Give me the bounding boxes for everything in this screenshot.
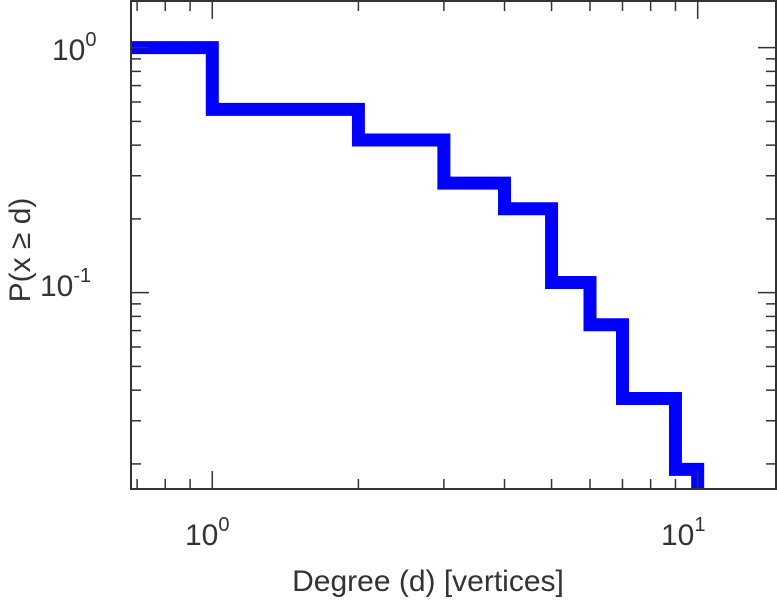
minor-ticks	[131, 1, 776, 489]
x-tick-label-1: 100	[185, 514, 230, 552]
x-tick-label-10: 101	[661, 514, 706, 552]
series-line	[131, 41, 705, 489]
major-ticks	[131, 1, 776, 489]
y-axis-label: P(x ≥ d)	[4, 198, 37, 303]
x-axis-label: Degree (d) [vertices]	[292, 565, 564, 598]
y-tick-label-1: 100	[52, 29, 97, 67]
plot-frame	[130, 0, 777, 490]
y-tick-label-0-1: 10-1	[40, 265, 91, 303]
